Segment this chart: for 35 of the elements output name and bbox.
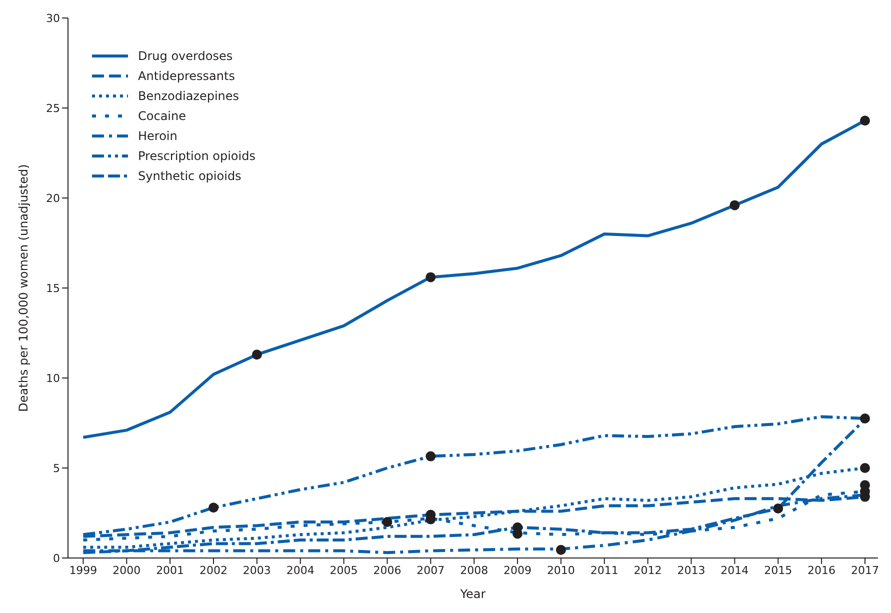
x-axis-title: Year <box>459 587 486 601</box>
x-tick-label: 2010 <box>546 564 575 577</box>
x-tick-label: 2002 <box>199 564 228 577</box>
legend-label: Heroin <box>138 129 178 143</box>
y-tick-label: 20 <box>46 192 60 205</box>
y-tick-label: 30 <box>46 12 60 25</box>
x-tick-label: 2004 <box>286 564 314 577</box>
legend-label: Prescription opioids <box>138 149 256 163</box>
x-tick-label: 1999 <box>69 564 98 577</box>
y-tick-label: 15 <box>46 282 60 295</box>
legend-label: Synthetic opioids <box>138 169 242 183</box>
x-tick-label: 2007 <box>416 564 445 577</box>
x-tick-label: 2011 <box>590 564 618 577</box>
y-tick-label: 5 <box>53 462 60 475</box>
x-tick-label: 2003 <box>242 564 271 577</box>
legend-label: Cocaine <box>138 109 186 123</box>
x-tick-label: 2009 <box>504 564 532 577</box>
legend-label: Benzodiazepines <box>138 89 240 103</box>
x-tick-label: 2015 <box>764 564 792 577</box>
y-tick-label: 25 <box>46 102 60 115</box>
x-tick-label: 2001 <box>156 564 184 577</box>
x-tick-label: 2006 <box>373 564 402 577</box>
x-tick-label: 2017 <box>850 564 879 577</box>
x-tick-label: 2016 <box>808 564 836 577</box>
legend-label: Drug overdoses <box>138 49 233 63</box>
x-tick-label: 2012 <box>634 564 662 577</box>
x-tick-label: 2014 <box>720 564 749 577</box>
legend-label: Antidepressants <box>138 69 235 83</box>
y-tick-label: 10 <box>46 372 60 385</box>
y-tick-label: 0 <box>53 552 60 565</box>
x-tick-label: 2000 <box>112 564 141 577</box>
x-tick-label: 2005 <box>330 564 358 577</box>
x-tick-label: 2008 <box>460 564 488 577</box>
x-tick-label: 2013 <box>677 564 706 577</box>
y-axis-title: Deaths per 100,000 women (unadjusted) <box>16 164 30 412</box>
